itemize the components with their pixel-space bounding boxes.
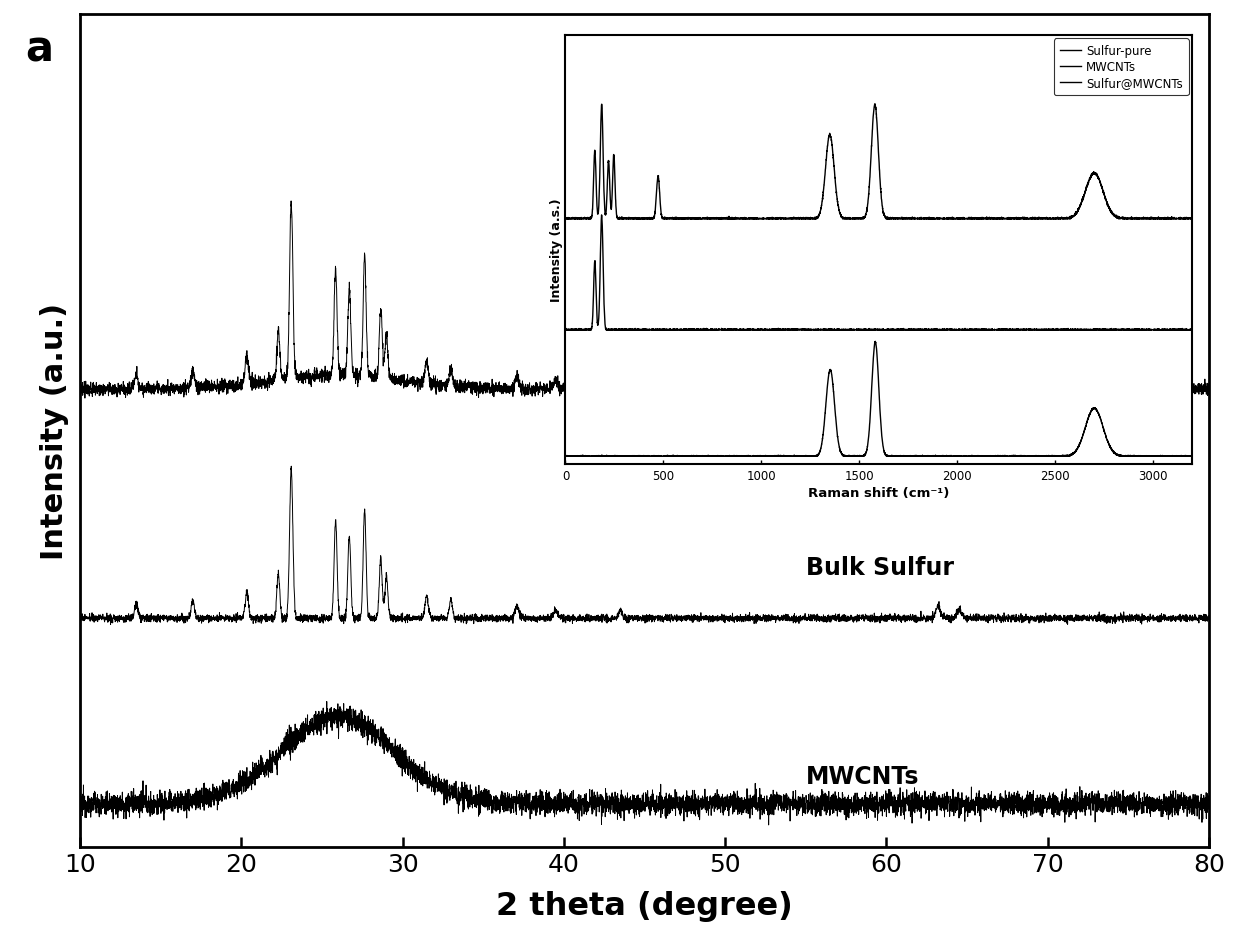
Text: a: a — [25, 28, 53, 70]
Text: MWCNTs@Sulfur: MWCNTs@Sulfur — [806, 286, 1024, 311]
Y-axis label: Intensity (a.u.): Intensity (a.u.) — [40, 302, 68, 560]
Text: Bulk Sulfur: Bulk Sulfur — [806, 555, 954, 579]
X-axis label: 2 theta (degree): 2 theta (degree) — [496, 890, 792, 921]
Text: MWCNTs: MWCNTs — [806, 764, 919, 788]
